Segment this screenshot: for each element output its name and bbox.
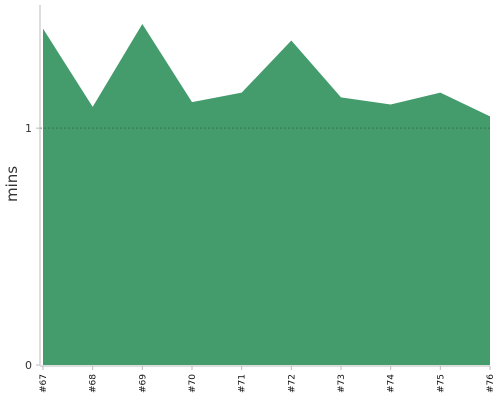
y-tick-label: 0	[25, 359, 32, 372]
x-tick-label: #74	[387, 374, 397, 393]
axes: 0 1 #67 #68 #69 #70 #71 #72 #73 #74 #75 #76	[25, 5, 496, 393]
x-tick-label: #76	[486, 374, 496, 393]
series-area	[43, 23, 490, 365]
x-tick-label: #69	[138, 374, 148, 393]
x-tick-label: #70	[188, 374, 198, 393]
y-axis-title: mins	[3, 166, 21, 202]
x-tick-label: #73	[337, 374, 347, 393]
x-tick-label: #68	[89, 374, 99, 393]
x-tick-label: #72	[287, 374, 297, 393]
plot-area	[40, 23, 490, 365]
x-tick-label: #75	[436, 374, 446, 393]
y-tick-label: 1	[25, 122, 32, 135]
x-tick-label: #71	[238, 374, 248, 393]
x-tick-label: #67	[39, 374, 49, 393]
